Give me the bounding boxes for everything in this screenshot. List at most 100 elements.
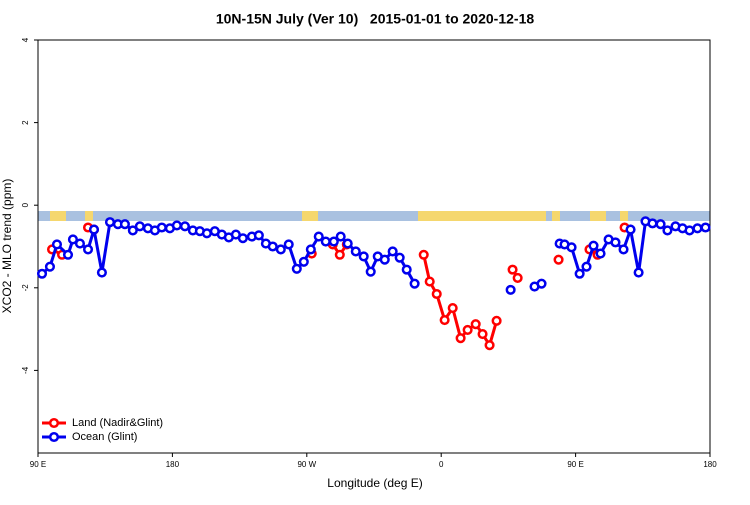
point xyxy=(595,248,606,259)
x-tick-label: 180 xyxy=(166,460,180,469)
point xyxy=(82,244,94,255)
point xyxy=(588,240,599,251)
land-patch xyxy=(302,211,318,221)
point xyxy=(655,219,666,230)
x-tick-label: 90 E xyxy=(567,460,583,469)
point xyxy=(536,278,547,289)
land-patch xyxy=(85,211,93,221)
x-axis-label: Longitude (deg E) xyxy=(327,476,422,490)
point xyxy=(574,268,585,279)
point xyxy=(62,249,74,260)
point xyxy=(581,261,592,272)
land-patch xyxy=(552,211,560,221)
point xyxy=(201,228,212,239)
map-strip xyxy=(38,211,710,221)
y-tick-label: 2 xyxy=(21,120,30,125)
point xyxy=(358,251,369,262)
legend-label: Land (Nadir&Glint) xyxy=(72,417,163,429)
point xyxy=(74,238,86,249)
point xyxy=(267,241,278,252)
point xyxy=(424,276,435,287)
point xyxy=(431,288,442,300)
point xyxy=(418,249,429,260)
point xyxy=(662,225,673,236)
series xyxy=(36,216,711,295)
point xyxy=(342,238,353,249)
point xyxy=(387,246,398,257)
point xyxy=(477,329,488,340)
point xyxy=(379,254,390,265)
point xyxy=(618,244,629,255)
point xyxy=(350,246,361,257)
point xyxy=(491,315,502,326)
point xyxy=(566,242,577,253)
y-axis-label: XCO2 - MLO trend (ppm) xyxy=(0,179,14,314)
legend-marker xyxy=(48,431,60,443)
point xyxy=(462,324,473,335)
y-tick-label: 0 xyxy=(21,202,30,207)
point xyxy=(409,278,420,289)
point xyxy=(365,266,376,277)
point xyxy=(305,244,316,255)
x-tick-label: 90 E xyxy=(30,460,46,469)
point xyxy=(625,224,636,235)
y-tick-label: -2 xyxy=(21,284,30,292)
point xyxy=(553,254,564,265)
point xyxy=(692,223,703,234)
point xyxy=(36,268,48,279)
point xyxy=(179,221,190,232)
land-patch xyxy=(590,211,606,221)
point xyxy=(104,217,116,228)
point xyxy=(298,256,309,267)
x-tick-label: 0 xyxy=(439,460,444,469)
point xyxy=(88,224,100,235)
land-patch xyxy=(50,211,66,221)
land-patch xyxy=(620,211,628,221)
point xyxy=(700,222,711,233)
point xyxy=(335,231,346,242)
point xyxy=(51,239,63,250)
point xyxy=(484,340,495,351)
x-tick-label: 90 W xyxy=(297,460,316,469)
point xyxy=(439,314,450,326)
point xyxy=(67,234,78,245)
point xyxy=(512,272,523,283)
point xyxy=(447,302,458,314)
point xyxy=(647,218,658,229)
point xyxy=(470,319,481,330)
point xyxy=(684,225,695,236)
chart-title: 10N-15N July (Ver 10) 2015-01-01 to 2020… xyxy=(216,11,535,27)
x-tick-label: 180 xyxy=(703,460,717,469)
point xyxy=(633,267,644,278)
point xyxy=(127,225,138,236)
point xyxy=(283,239,294,250)
point xyxy=(253,230,264,241)
point xyxy=(44,261,55,272)
legend-label: Ocean (Glint) xyxy=(72,431,137,443)
plot-frame xyxy=(37,39,711,454)
point xyxy=(401,264,412,275)
point xyxy=(394,252,405,263)
y-tick-label: 4 xyxy=(21,37,30,42)
point xyxy=(313,231,324,242)
point xyxy=(320,236,331,247)
legend-marker xyxy=(48,417,60,429)
point xyxy=(171,220,182,231)
ocean-strip xyxy=(38,211,710,221)
point xyxy=(96,267,107,278)
point xyxy=(505,284,516,295)
point xyxy=(275,244,286,255)
point xyxy=(134,221,145,232)
point xyxy=(291,263,302,274)
y-tick-label: -4 xyxy=(21,366,30,374)
point xyxy=(119,219,130,230)
point xyxy=(334,249,345,260)
point xyxy=(156,222,167,233)
point xyxy=(455,333,466,344)
point xyxy=(328,236,339,247)
point xyxy=(507,264,518,275)
land-patch xyxy=(418,211,546,221)
point xyxy=(610,237,621,248)
